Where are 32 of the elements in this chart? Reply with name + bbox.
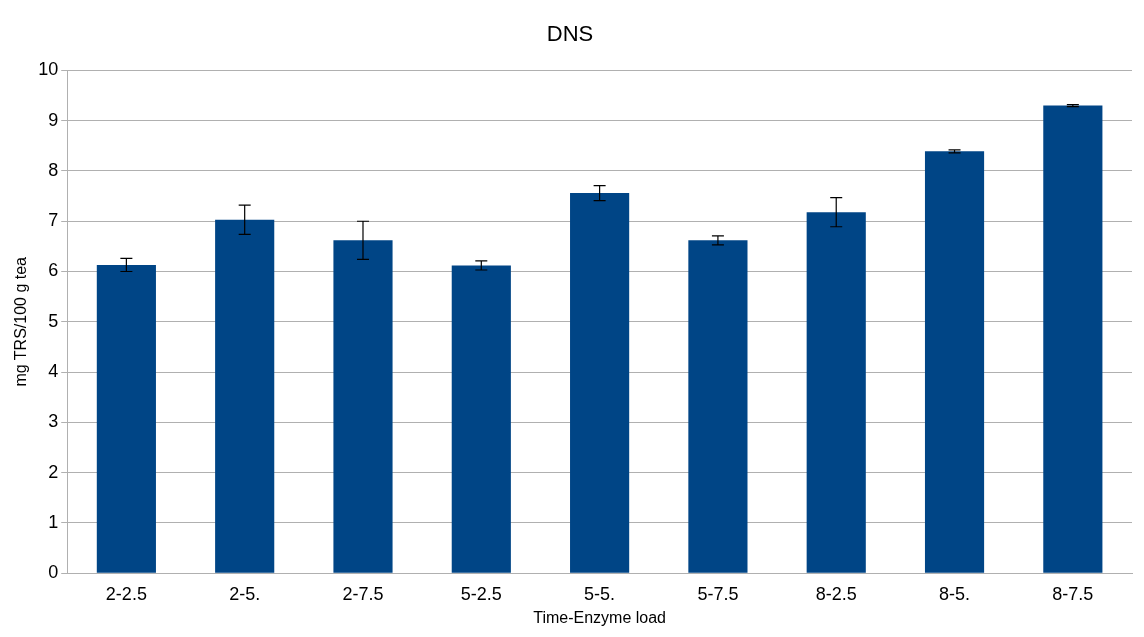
y-tick-label: 10 bbox=[38, 59, 59, 80]
y-tick-label: 1 bbox=[48, 511, 59, 532]
x-tick-label: 8-2.5 bbox=[815, 583, 857, 604]
y-tick-label: 8 bbox=[48, 159, 59, 180]
x-tick-label: 5-5. bbox=[584, 583, 616, 604]
x-axis-title: Time-Enzyme load bbox=[533, 608, 666, 626]
bar bbox=[215, 219, 275, 573]
x-tick-label: 5-7.5 bbox=[697, 583, 739, 604]
bar bbox=[333, 240, 393, 573]
y-tick-label: 9 bbox=[48, 109, 59, 130]
y-axis-title: mg TRS/100 g tea bbox=[12, 256, 30, 387]
x-tick-label: 2-2.5 bbox=[105, 583, 147, 604]
bar bbox=[924, 151, 985, 573]
chart-title: DNS bbox=[546, 21, 594, 47]
x-tick-label: 5-2.5 bbox=[460, 583, 502, 604]
bar bbox=[1043, 105, 1103, 573]
y-tick-label: 4 bbox=[48, 361, 59, 382]
x-tick-label: 8-7.5 bbox=[1052, 583, 1094, 604]
y-tick-label: 7 bbox=[48, 210, 59, 231]
bar bbox=[570, 193, 630, 573]
bar bbox=[688, 240, 748, 573]
x-tick-label: 2-5. bbox=[229, 583, 261, 604]
y-tick-label: 2 bbox=[48, 461, 59, 482]
y-tick-label: 5 bbox=[48, 310, 59, 331]
y-tick-label: 0 bbox=[48, 562, 59, 583]
x-tick-label: 8-5. bbox=[939, 583, 971, 604]
y-tick-label: 3 bbox=[48, 411, 59, 432]
x-tick-label: 2-7.5 bbox=[342, 583, 384, 604]
bar bbox=[96, 264, 156, 573]
bar bbox=[451, 265, 511, 573]
bar bbox=[806, 212, 866, 573]
y-tick-label: 6 bbox=[48, 260, 59, 281]
